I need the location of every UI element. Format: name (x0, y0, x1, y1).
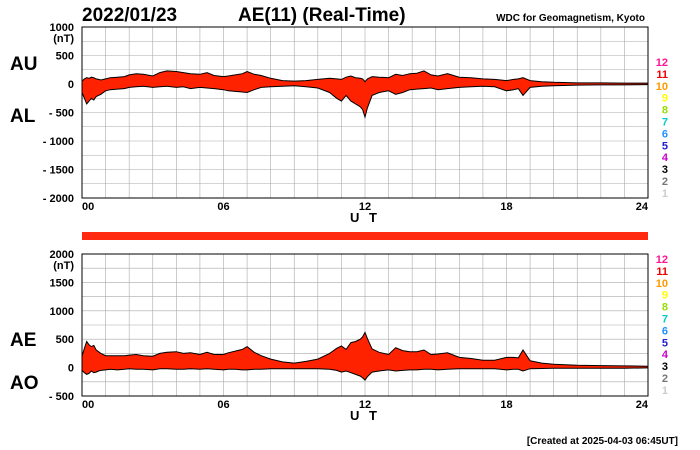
y-tick-label: - 1500 (43, 165, 74, 177)
series-upper-line (81, 70, 648, 84)
series-label: AL (10, 106, 36, 127)
x-axis-label: U T (350, 210, 380, 225)
legend-entry: 8 (662, 105, 668, 117)
series-upper-line (81, 331, 649, 367)
legend-entry: 5 (662, 140, 668, 152)
series-lower-line (81, 84, 649, 119)
legend-entry: 1 (662, 385, 668, 397)
legend-entry: 12 (656, 57, 668, 69)
legend-entry: 9 (662, 290, 668, 302)
chart-source: WDC for Geomagnetism, Kyoto (496, 13, 645, 24)
ae-ao-panel: 2000 1500 1000 500 0 - 500 (nT) 00 06 12 18 24 U T AE… (10, 249, 649, 423)
y-tick-label: 0 (68, 79, 74, 91)
y-unit-label: (nT) (53, 260, 74, 272)
legend-entry: 10 (656, 278, 668, 290)
x-axis-label: U T (350, 408, 380, 423)
y-tick-label: - 500 (49, 391, 74, 403)
legend-entry: 6 (662, 128, 668, 140)
y-tick-label: - 2000 (43, 193, 74, 205)
chart-title: AE(11) (Real-Time) (238, 5, 406, 26)
legend-entry: 12 (656, 254, 668, 266)
legend-entry: 4 (662, 152, 669, 164)
envelope-fill (82, 332, 648, 381)
series-label: AE (10, 330, 36, 351)
legend-entry: 4 (662, 349, 669, 361)
legend-entry: 3 (662, 361, 668, 373)
y-tick-label: 0 (68, 363, 74, 375)
separator-bar (82, 232, 648, 240)
legend-entry: 9 (662, 93, 668, 105)
y-tick-label: 500 (56, 334, 74, 346)
y-tick-label: 2000 (50, 249, 74, 261)
legend-entry: 8 (662, 302, 668, 314)
y-tick-label: 1500 (50, 277, 74, 289)
x-tick-label: 18 (500, 399, 512, 411)
series-label: AO (10, 373, 39, 394)
x-tick-label: 06 (217, 399, 229, 411)
y-unit-label: (nT) (53, 33, 74, 45)
series-label: AU (10, 54, 37, 75)
legend-entry: 7 (662, 314, 668, 326)
au-al-panel: 1000 500 0 - 500 - 1000 - 1500 - 2000 (nT) 00 06 1… (10, 22, 649, 225)
x-tick-label: 00 (82, 201, 94, 213)
x-tick-label: 24 (636, 201, 649, 213)
legend-entry: 2 (662, 373, 668, 385)
legend-entry: 11 (656, 69, 668, 81)
legend-entry: 1 (662, 188, 668, 200)
chart-date: 2022/01/23 (82, 5, 177, 26)
x-tick-label: 12 (359, 399, 371, 411)
envelope-fill (82, 70, 648, 118)
legend-entry: 10 (656, 81, 668, 93)
legend-entry: 7 (662, 117, 668, 129)
x-tick-label: 00 (82, 399, 94, 411)
legend-entry: 5 (662, 337, 668, 349)
y-tick-label: 1000 (50, 306, 74, 318)
series-lower-line (81, 367, 649, 381)
y-tick-label: - 500 (49, 108, 74, 120)
y-tick-label: - 1000 (43, 136, 74, 148)
legend-entry: 11 (656, 266, 668, 278)
plot-frame (81, 253, 649, 397)
legend-entry: 6 (662, 325, 668, 337)
legend-entry: 2 (662, 176, 668, 188)
x-tick-label: 18 (500, 201, 512, 213)
x-tick-label: 06 (217, 201, 229, 213)
created-timestamp: [Created at 2025-04-03 06:45UT] (527, 436, 678, 447)
x-tick-label: 24 (636, 399, 649, 411)
x-tick-label: 12 (359, 201, 371, 213)
plot-frame (81, 26, 649, 199)
y-tick-label: 1000 (50, 22, 74, 34)
y-tick-label: 500 (56, 51, 74, 63)
legend-entry: 3 (662, 164, 668, 176)
